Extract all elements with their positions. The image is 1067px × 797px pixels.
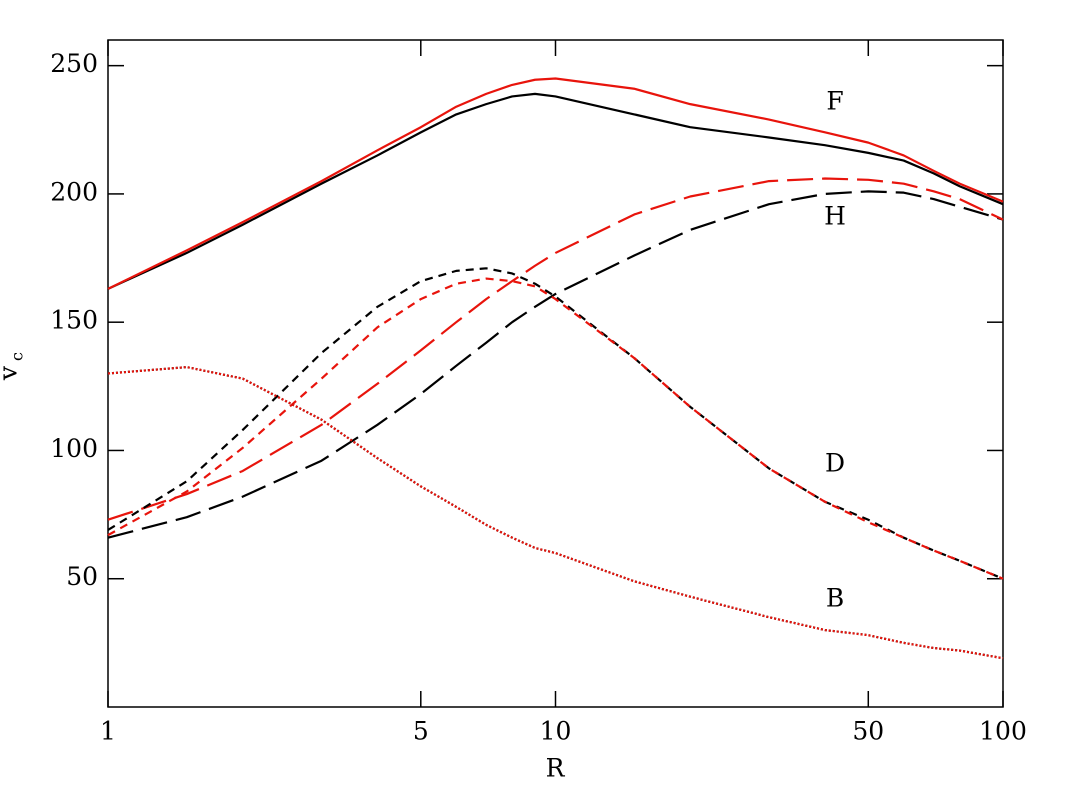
x-tick-label: 100 — [979, 717, 1027, 746]
y-axis-label: v c — [0, 352, 27, 381]
series-line — [107, 267, 1004, 580]
x-tick-label: 1 — [100, 717, 116, 746]
curve-label: F — [826, 87, 843, 116]
series-line — [107, 177, 1004, 521]
x-tick-label: 5 — [413, 717, 429, 746]
y-axis-label-sub: c — [8, 352, 27, 361]
curve-label: B — [826, 584, 844, 613]
series-line — [107, 365, 1004, 660]
y-tick-label: 150 — [50, 306, 98, 335]
y-tick-label: 50 — [66, 562, 98, 591]
curve-label: D — [825, 449, 845, 478]
x-axis-label: R — [546, 754, 566, 783]
curve-label: H — [824, 202, 846, 231]
x-tick-label: 50 — [852, 717, 884, 746]
plot-frame — [107, 39, 1004, 708]
series-line — [107, 277, 1004, 580]
series-line — [107, 190, 1004, 539]
y-tick-label: 200 — [50, 177, 98, 206]
y-axis-label-main: v — [0, 365, 23, 381]
y-tick-label: 250 — [50, 49, 98, 78]
x-tick-label: 10 — [540, 717, 572, 746]
series-line — [107, 77, 1004, 290]
series-line — [107, 92, 1004, 290]
series-line — [107, 365, 1004, 660]
y-tick-label: 100 — [50, 434, 98, 463]
